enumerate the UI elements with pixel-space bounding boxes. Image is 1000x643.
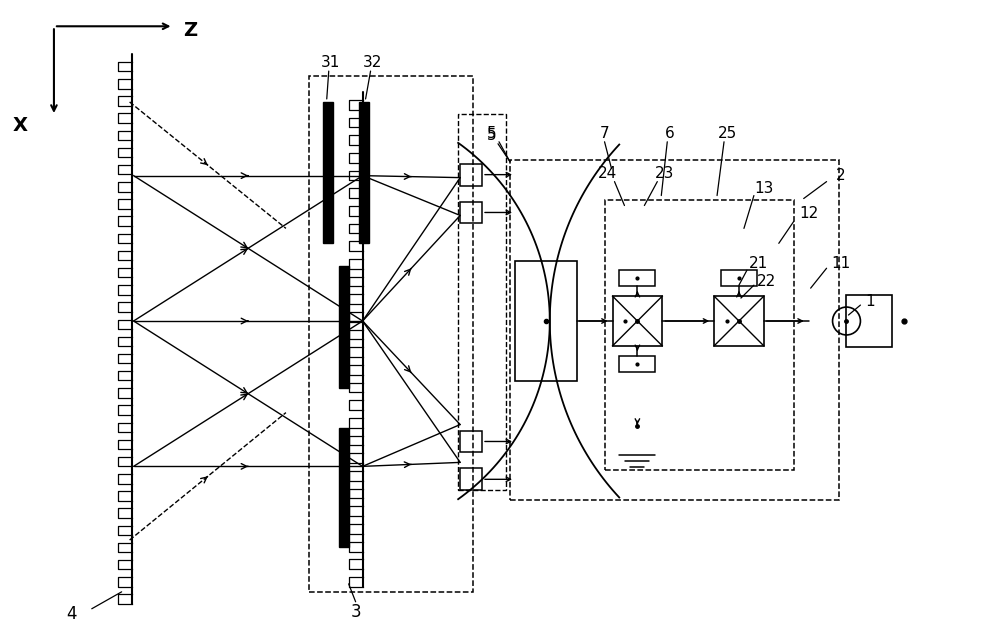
Bar	[359, 102, 369, 243]
Text: 2: 2	[836, 168, 845, 183]
Text: 13: 13	[754, 181, 774, 196]
Text: 5: 5	[487, 126, 497, 141]
Text: 31: 31	[321, 55, 340, 69]
Bar	[460, 431, 482, 453]
Bar	[339, 428, 349, 547]
Bar	[714, 296, 764, 346]
Bar	[323, 102, 333, 243]
Text: 21: 21	[749, 256, 769, 271]
Bar	[460, 468, 482, 490]
Text: 1: 1	[866, 294, 875, 309]
Text: 23: 23	[655, 166, 674, 181]
Text: 6: 6	[664, 126, 674, 141]
Bar	[846, 295, 892, 347]
Bar	[721, 270, 757, 286]
Bar	[510, 159, 839, 500]
Bar	[605, 199, 794, 470]
Text: Z: Z	[183, 21, 197, 40]
Bar	[460, 201, 482, 223]
Bar	[460, 164, 482, 186]
Text: 5: 5	[487, 129, 497, 143]
Text: 4: 4	[67, 604, 77, 622]
Bar	[619, 356, 655, 372]
Text: 3: 3	[350, 602, 361, 620]
Text: 12: 12	[799, 206, 818, 221]
Bar	[613, 296, 662, 346]
Bar	[619, 270, 655, 286]
Text: X: X	[13, 116, 28, 135]
Text: 24: 24	[598, 166, 617, 181]
Bar	[309, 76, 473, 592]
Text: 22: 22	[757, 274, 776, 289]
Bar	[515, 261, 577, 381]
Bar	[458, 114, 506, 490]
Text: 25: 25	[717, 126, 737, 141]
Bar	[339, 266, 349, 388]
Text: 32: 32	[363, 55, 382, 69]
Text: 7: 7	[600, 126, 609, 141]
Text: 11: 11	[831, 256, 850, 271]
